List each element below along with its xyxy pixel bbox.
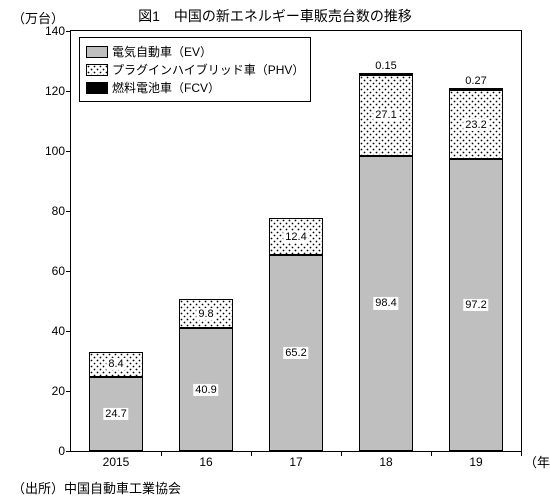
- bar-segment-phv: 23.2: [449, 90, 503, 160]
- legend: 電気自動車（EV） プラグインハイブリッド車（PHV） 燃料電池車（FCV）: [79, 37, 311, 102]
- y-tick-label: 60: [52, 264, 65, 278]
- bar-segment-phv: 8.4: [89, 352, 143, 377]
- y-tick-mark: [66, 31, 71, 32]
- bar-value-label: 12.4: [283, 231, 308, 243]
- legend-item-ev: 電気自動車（EV）: [86, 43, 304, 60]
- legend-swatch-fcv: [86, 82, 108, 94]
- legend-swatch-phv: [86, 64, 108, 76]
- y-tick-label: 80: [52, 204, 65, 218]
- bar-value-label: 40.9: [193, 384, 218, 396]
- y-tick-label: 140: [45, 24, 65, 38]
- bar-group: 98.427.10.15: [359, 74, 413, 451]
- bar-value-label: 98.4: [373, 297, 398, 309]
- legend-swatch-ev: [86, 46, 108, 58]
- bar-value-label: 97.2: [463, 299, 488, 311]
- x-tick-mark: [161, 451, 162, 456]
- bar-value-label: 24.7: [103, 408, 128, 420]
- bar-group: 65.2 12.4: [269, 218, 323, 451]
- x-axis-label: （年）: [524, 452, 550, 471]
- legend-label-fcv: 燃料電池車（FCV）: [112, 79, 220, 96]
- x-tick-label: 18: [379, 455, 392, 469]
- bar-group: 40.9 9.8: [179, 299, 233, 451]
- bar-group: 97.223.20.27: [449, 89, 503, 451]
- bar-value-label: 9.8: [196, 308, 215, 320]
- x-tick-mark: [521, 451, 522, 456]
- y-tick-label: 40: [52, 324, 65, 338]
- y-tick-mark: [66, 151, 71, 152]
- x-tick-label: 19: [469, 455, 482, 469]
- y-tick-mark: [66, 271, 71, 272]
- bar-segment-phv: 9.8: [179, 299, 233, 328]
- y-tick-mark: [66, 451, 71, 452]
- x-tick-mark: [251, 451, 252, 456]
- y-tick-label: 100: [45, 144, 65, 158]
- bar-segment-ev: 97.2: [449, 159, 503, 451]
- bar-group: 24.7 8.4: [89, 352, 143, 451]
- y-tick-mark: [66, 91, 71, 92]
- bar-segment-ev: 65.2: [269, 255, 323, 451]
- x-tick-mark: [341, 451, 342, 456]
- x-tick-label: 16: [199, 455, 212, 469]
- bar-segment-fcv: [359, 73, 413, 75]
- y-tick-label: 20: [52, 384, 65, 398]
- y-tick-label: 0: [58, 444, 65, 458]
- bar-value-label: 27.1: [373, 109, 398, 121]
- x-tick-label: 2015: [103, 455, 130, 469]
- y-tick-mark: [66, 391, 71, 392]
- y-tick-mark: [66, 331, 71, 332]
- chart-title: 図1 中国の新エネルギー車販売台数の推移: [0, 6, 550, 26]
- bar-segment-ev: 24.7: [89, 377, 143, 451]
- source-text: （出所）中国自動車工業協会: [12, 478, 181, 497]
- legend-label-phv: プラグインハイブリッド車（PHV）: [112, 61, 304, 78]
- bar-top-label: 0.15: [375, 60, 396, 72]
- bar-segment-fcv: [449, 88, 503, 90]
- y-tick-label: 120: [45, 84, 65, 98]
- bar-segment-phv: 27.1: [359, 75, 413, 156]
- figure-container: 図1 中国の新エネルギー車販売台数の推移 （万台） 電気自動車（EV） プラグイ…: [0, 0, 550, 503]
- x-tick-mark: [431, 451, 432, 456]
- bar-top-label: 0.27: [465, 75, 486, 87]
- y-tick-mark: [66, 211, 71, 212]
- bar-segment-ev: 40.9: [179, 328, 233, 451]
- bar-segment-phv: 12.4: [269, 218, 323, 255]
- bar-segment-ev: 98.4: [359, 156, 413, 451]
- legend-label-ev: 電気自動車（EV）: [112, 43, 212, 60]
- x-tick-label: 17: [289, 455, 302, 469]
- legend-item-fcv: 燃料電池車（FCV）: [86, 79, 304, 96]
- bar-value-label: 8.4: [106, 358, 125, 370]
- bar-value-label: 23.2: [463, 119, 488, 131]
- plot-area: 電気自動車（EV） プラグインハイブリッド車（PHV） 燃料電池車（FCV） 0…: [70, 30, 522, 452]
- legend-item-phv: プラグインハイブリッド車（PHV）: [86, 61, 304, 78]
- bar-value-label: 65.2: [283, 347, 308, 359]
